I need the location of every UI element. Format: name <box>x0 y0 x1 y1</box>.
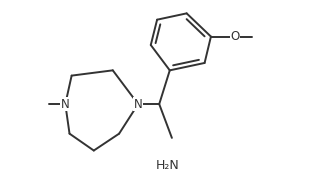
Text: N: N <box>61 98 70 111</box>
Text: N: N <box>134 98 143 111</box>
Text: O: O <box>231 30 240 43</box>
Text: H₂N: H₂N <box>156 159 179 172</box>
